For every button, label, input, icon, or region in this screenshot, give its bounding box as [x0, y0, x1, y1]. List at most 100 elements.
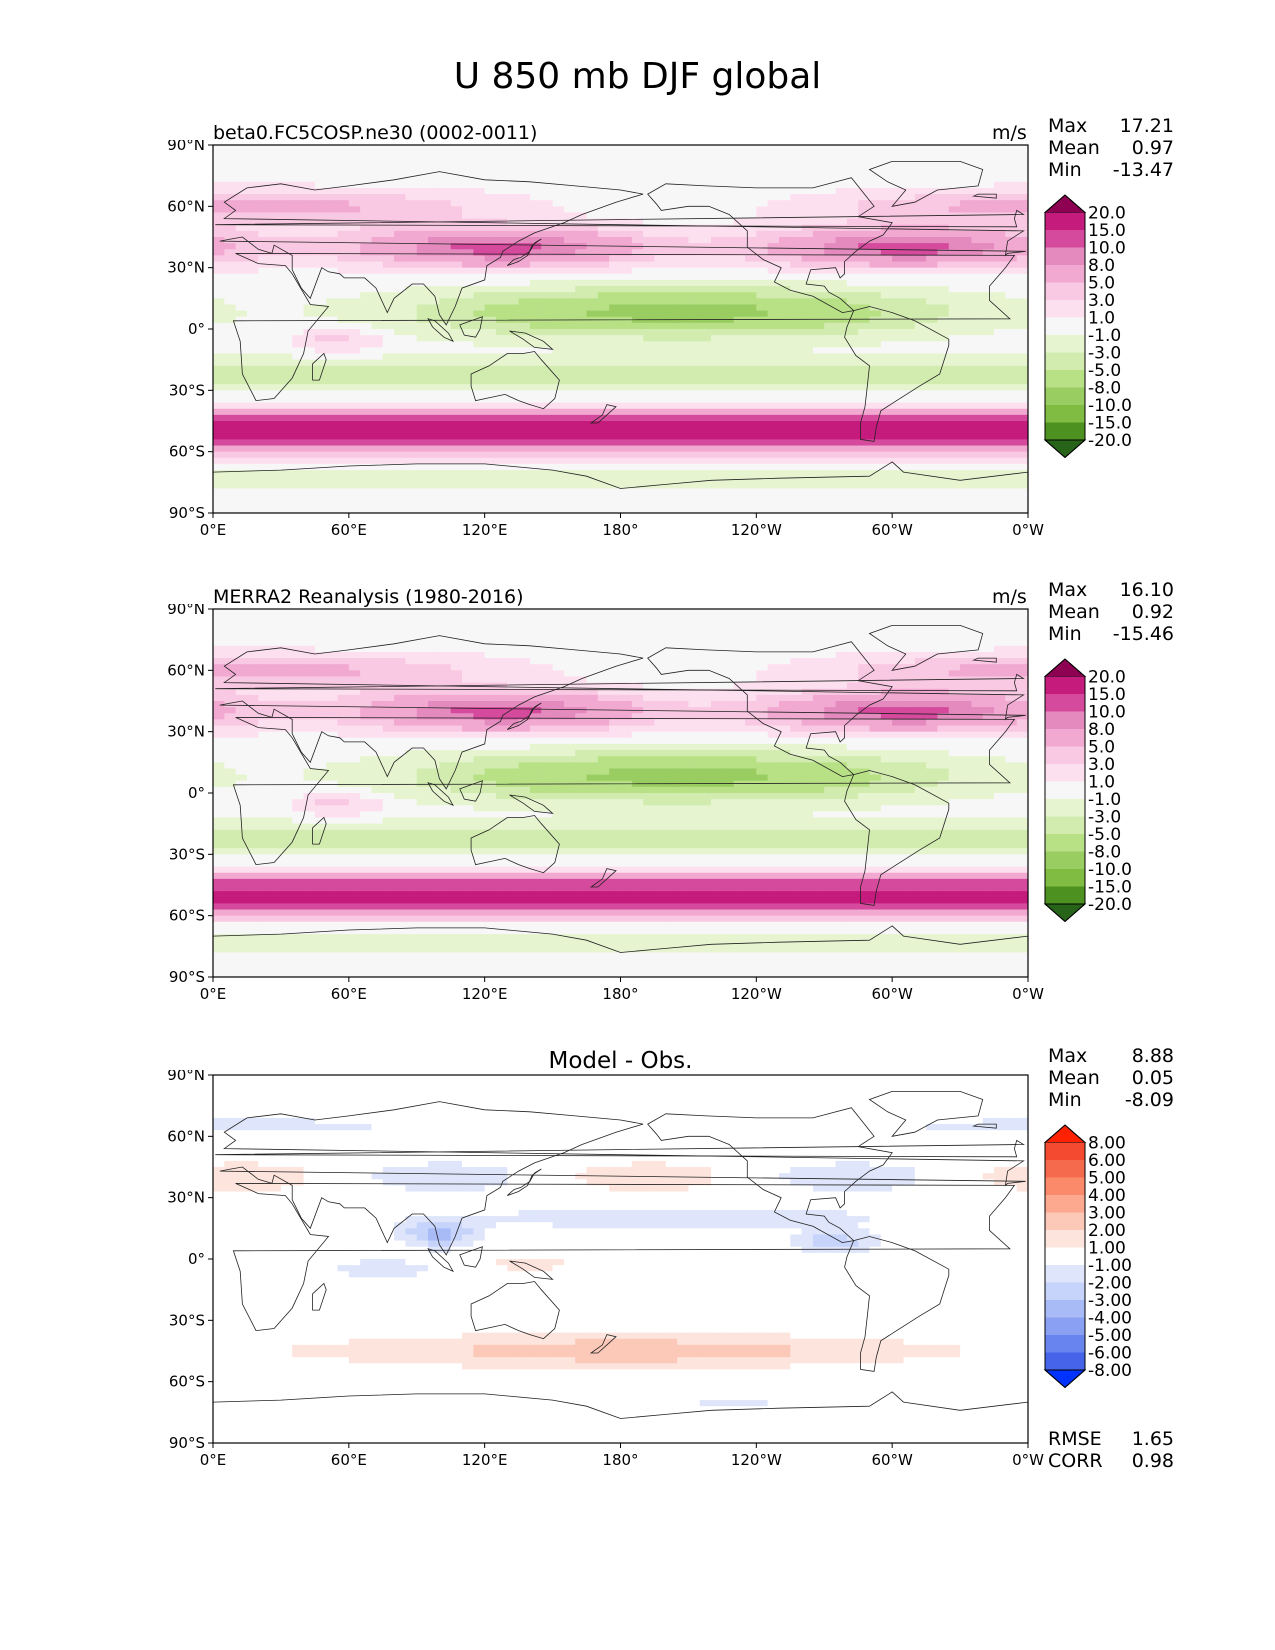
field-cell — [258, 463, 271, 471]
field-cell — [982, 470, 995, 477]
field-cell — [518, 335, 531, 342]
field-cell — [688, 206, 701, 214]
field-cell — [586, 488, 599, 496]
field-cell — [699, 390, 712, 398]
field-cell — [258, 187, 271, 195]
field-cell — [405, 206, 418, 214]
field-cell — [937, 414, 950, 422]
field-cell — [677, 335, 690, 342]
field-cell — [360, 181, 373, 189]
field-cell — [869, 365, 882, 373]
field-cell — [529, 427, 542, 434]
field-cell — [812, 212, 825, 220]
field-cell — [303, 329, 316, 336]
field-cell — [835, 175, 848, 183]
field-cell — [948, 279, 961, 287]
field-cell — [450, 488, 463, 496]
field-cell — [360, 175, 373, 183]
field-cell — [473, 292, 486, 299]
field-cell — [914, 451, 927, 459]
field-cell — [1016, 609, 1028, 616]
field-cell — [892, 298, 905, 306]
field-cell — [745, 645, 757, 653]
field-cell — [473, 255, 486, 263]
field-cell — [711, 427, 723, 434]
field-cell — [824, 267, 837, 275]
field-cell — [213, 341, 225, 348]
field-cell — [609, 371, 622, 379]
field-cell — [937, 316, 950, 324]
field-cell — [711, 249, 723, 256]
field-cell — [722, 267, 735, 275]
field-cell — [880, 500, 893, 508]
field-cell — [858, 414, 871, 422]
field-cell — [269, 341, 282, 348]
field-cell — [563, 206, 576, 214]
field-cell — [665, 621, 678, 628]
field-cell — [439, 494, 452, 502]
field-cell — [371, 615, 384, 622]
field-cell — [926, 322, 939, 330]
field-cell — [892, 347, 905, 355]
field-cell — [756, 482, 769, 490]
field-cell — [303, 145, 316, 152]
field-cell — [756, 396, 769, 404]
field-cell — [948, 200, 961, 207]
field-cell — [314, 304, 327, 312]
field-cell — [914, 651, 927, 659]
field-cell — [824, 163, 837, 171]
field-cell — [631, 163, 644, 171]
field-cell — [518, 476, 531, 483]
field-cell — [665, 371, 678, 379]
field-cell — [484, 163, 497, 171]
field-cell — [824, 261, 837, 269]
field-cell — [563, 639, 576, 647]
field-cell — [711, 353, 723, 361]
field-cell — [416, 249, 429, 256]
field-cell — [835, 506, 848, 513]
field-cell — [733, 145, 746, 152]
field-cell — [711, 322, 723, 330]
field-cell — [937, 408, 950, 416]
field-cell — [507, 194, 520, 201]
field-cell — [903, 151, 916, 158]
field-cell — [677, 470, 690, 477]
field-cell — [337, 396, 350, 404]
field-cell — [258, 651, 271, 659]
field-cell — [948, 621, 961, 628]
field-cell — [337, 341, 350, 348]
field-cell — [382, 230, 395, 238]
field-cell — [880, 482, 893, 490]
field-cell — [371, 347, 384, 355]
field-cell — [767, 237, 780, 244]
field-cell — [552, 273, 565, 281]
field-cell — [960, 151, 972, 158]
field-cell — [620, 218, 633, 226]
field-cell — [620, 457, 633, 465]
field-cell — [450, 451, 463, 459]
field-cell — [960, 304, 972, 312]
field-cell — [428, 163, 440, 171]
field-cell — [428, 224, 440, 232]
field-cell — [665, 341, 678, 348]
field-cell — [812, 181, 825, 189]
field-cell — [213, 645, 225, 653]
field-cell — [235, 645, 248, 653]
field-cell — [982, 482, 995, 490]
field-cell — [314, 224, 327, 232]
field-cell — [246, 494, 259, 502]
field-cell — [892, 243, 905, 250]
field-cell — [801, 476, 814, 483]
field-cell — [903, 482, 916, 490]
field-cell — [462, 451, 474, 459]
field-cell — [303, 279, 316, 287]
field-cell — [529, 292, 542, 299]
field-cell — [484, 181, 497, 189]
field-cell — [563, 273, 576, 281]
field-cell — [926, 421, 939, 428]
field-cell — [1005, 488, 1018, 496]
field-cell — [1005, 371, 1018, 379]
field-cell — [337, 194, 350, 201]
field-cell — [846, 187, 859, 195]
field-cell — [235, 218, 248, 226]
